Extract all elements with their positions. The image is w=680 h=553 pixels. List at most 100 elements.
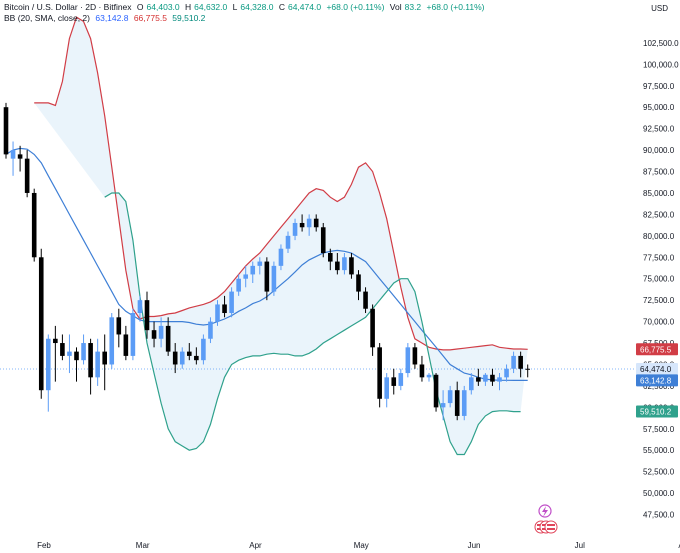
close-label: C — [278, 2, 285, 12]
candle — [88, 338, 93, 395]
low-label: L — [232, 2, 238, 12]
candles — [3, 102, 530, 421]
date-tick-label: Jul — [575, 541, 585, 550]
us-flag-event-icon — [534, 520, 558, 534]
candle — [440, 390, 446, 421]
candle — [74, 347, 79, 382]
candle — [461, 385, 467, 421]
candle-body — [518, 355, 523, 369]
candle — [370, 304, 375, 356]
upper-band-tag: 66,775.5 — [636, 343, 678, 356]
high-label: H — [185, 2, 192, 12]
candle — [158, 317, 164, 348]
candle-body — [194, 355, 199, 361]
candle-body — [243, 274, 248, 279]
candle-body — [384, 377, 389, 399]
candle — [123, 325, 129, 361]
candle-body — [102, 351, 107, 365]
candle — [60, 334, 65, 361]
price-tick-label: 82,500.0 — [643, 210, 675, 219]
candle — [102, 334, 107, 391]
candle-body — [299, 222, 305, 228]
candle — [469, 373, 474, 395]
candle-body — [130, 313, 136, 356]
candle-body — [165, 325, 171, 352]
indicator-legend: BB (20, SMA, close, 2) 63,142.8 66,775.5… — [4, 13, 208, 23]
candle-body — [363, 291, 368, 309]
currency-label: USD — [651, 4, 668, 13]
candle — [447, 385, 453, 408]
price-tick-label: 90,000.0 — [643, 146, 675, 155]
candle — [208, 317, 213, 344]
candle-body — [405, 347, 411, 374]
candle-body — [328, 252, 333, 262]
candle — [194, 347, 199, 365]
candle-body — [461, 390, 467, 416]
price-tick-label: 72,500.0 — [643, 296, 675, 305]
candle — [454, 381, 460, 421]
candle-body — [46, 338, 51, 391]
price-tick-label: 87,500.0 — [643, 168, 675, 177]
candle — [313, 214, 319, 232]
close-value: 64,474.0 — [287, 2, 322, 12]
event-markers[interactable] — [534, 504, 558, 534]
symbol-title[interactable]: Bitcoin / U.S. Dollar · 2D · Bitfinex — [4, 2, 132, 12]
candle-body — [257, 261, 263, 266]
band-area — [34, 17, 528, 455]
candle-body — [264, 261, 270, 292]
candle-body — [377, 347, 382, 399]
high-value: 64,632.0 — [194, 2, 228, 12]
candle-body — [151, 330, 157, 339]
candle-body — [222, 304, 227, 314]
lower-band-tag: 59,510.2 — [636, 405, 678, 418]
candle-body — [335, 261, 340, 271]
price-tick-label: 50,000.0 — [643, 489, 675, 498]
candle — [356, 270, 361, 301]
candle-body — [179, 351, 185, 365]
flag-circle — [544, 520, 558, 534]
candle — [144, 291, 150, 339]
date-tick-label: May — [354, 541, 369, 550]
candle — [236, 274, 241, 296]
candle — [511, 351, 516, 374]
last-price-tag-text: 64,474.0 — [640, 365, 672, 374]
candle-body — [476, 377, 481, 382]
candle-body — [398, 373, 404, 386]
candle — [391, 368, 397, 395]
indicator-title[interactable]: BB (20, SMA, close, 2) — [4, 13, 90, 23]
candle-body — [17, 154, 23, 159]
price-axis[interactable]: 47,500.0 50,000.0 52,500.0 55,000.0 57,500.0… — [643, 39, 679, 520]
candle — [172, 343, 178, 374]
candle — [271, 261, 277, 296]
candle — [497, 373, 502, 391]
candle — [95, 338, 100, 386]
candle-body — [60, 343, 65, 356]
candle — [38, 248, 44, 399]
candle-body — [172, 351, 178, 365]
candle-body — [201, 338, 206, 361]
time-axis[interactable]: Feb Mar Apr May Jun Jul Aug — [37, 541, 680, 550]
volume-change: +68.0 (+0.11%) — [426, 2, 485, 12]
candle — [504, 364, 509, 382]
bb-lower-line — [104, 192, 521, 456]
lower-band-tag-bg — [636, 405, 678, 418]
price-tick-label: 92,500.0 — [643, 125, 675, 134]
candle-body — [433, 374, 439, 408]
candle — [292, 218, 298, 241]
candle — [179, 347, 185, 369]
date-tick-label: Jun — [468, 541, 481, 550]
candle-body — [313, 218, 319, 228]
candle-body — [504, 368, 509, 378]
candle-body — [285, 235, 291, 249]
candle-body — [454, 390, 460, 416]
candle — [398, 368, 404, 391]
candle-body — [74, 351, 79, 361]
date-tick-label: Apr — [249, 541, 262, 550]
candle-body — [236, 278, 241, 292]
candle-body — [3, 107, 9, 155]
candle — [201, 334, 206, 365]
candle — [328, 248, 333, 271]
basis-tag-bg — [636, 374, 678, 387]
